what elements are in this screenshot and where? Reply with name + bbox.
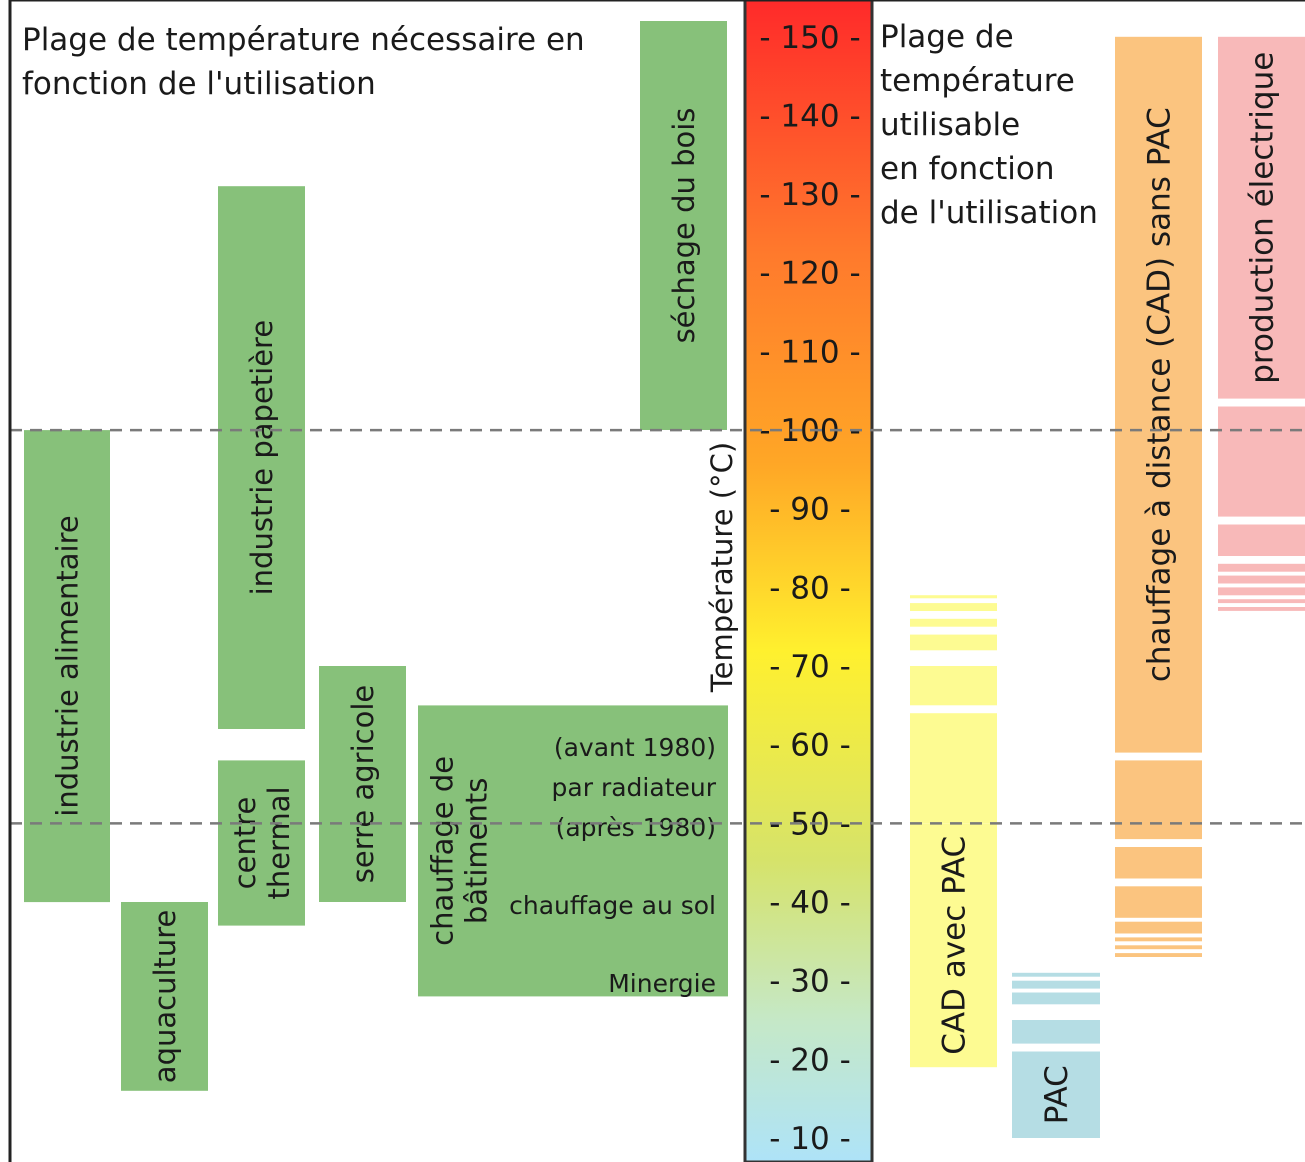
tick-label-80: - 80 - bbox=[769, 570, 851, 606]
chauffage-a-distance-cad-sans-pac-segment-3 bbox=[1115, 937, 1202, 942]
tick-labels: - 150 -- 140 -- 130 -- 120 -- 110 -- 100… bbox=[759, 20, 860, 1157]
chauffage-de-batiments-need: chauffage de bâtiments bbox=[418, 705, 728, 997]
pac-range: PAC bbox=[1012, 972, 1100, 1138]
production-electrique-segment-6 bbox=[1218, 524, 1305, 556]
chauffage-a-distance-cad-sans-pac-segment-8 bbox=[1115, 36, 1202, 753]
chauffage-a-distance-cad-sans-pac-range: chauffage à distance (CAD) sans PAC bbox=[1115, 36, 1202, 957]
chauffage-de-batiments-label-1: chauffage de bbox=[425, 756, 459, 946]
tick-label-40: - 40 - bbox=[769, 885, 851, 921]
aquaculture-bar bbox=[121, 902, 208, 1091]
production-electrique-segment-3 bbox=[1218, 587, 1305, 596]
chauffage-a-distance-cad-sans-pac-segment-1 bbox=[1115, 953, 1202, 957]
note-before-1980: (avant 1980) bbox=[554, 733, 716, 762]
pac-segment-2 bbox=[1012, 1020, 1100, 1044]
cad-avec-pac-segment-1 bbox=[910, 823, 997, 1068]
production-electrique-segment-2 bbox=[1218, 599, 1305, 604]
tick-label-70: - 70 - bbox=[769, 649, 851, 685]
pac-segment-4 bbox=[1012, 980, 1100, 989]
left-title-line-2: fonction de l'utilisation bbox=[22, 66, 376, 102]
aquaculture-need: aquaculture bbox=[121, 902, 208, 1091]
pac-label: PAC bbox=[1039, 1065, 1075, 1124]
industrie-papetiere-bar bbox=[218, 186, 305, 729]
serre-agricole-label: serre agricole bbox=[346, 685, 380, 883]
needs-layer: industrie alimentaire aquaculture industri… bbox=[24, 21, 728, 1091]
production-electrique-label: production électrique bbox=[1245, 52, 1281, 384]
tick-label-30: - 30 - bbox=[769, 964, 851, 1000]
note-minergie: Minergie bbox=[608, 969, 716, 998]
tick-label-60: - 60 - bbox=[769, 728, 851, 764]
tick-label-20: - 20 - bbox=[769, 1042, 851, 1078]
industrie-papetiere-label: industrie papetière bbox=[245, 320, 279, 596]
cad-avec-pac-segment-3 bbox=[910, 666, 997, 706]
cad-avec-pac-segment-2 bbox=[910, 713, 997, 824]
reference-lines bbox=[10, 428, 1305, 825]
right-title-line-4: en fonction bbox=[880, 151, 1055, 187]
production-electrique-segment-1 bbox=[1218, 607, 1305, 611]
centre-thermal-bar bbox=[218, 760, 305, 926]
left-title-line-1: Plage de température nécessaire en bbox=[22, 22, 585, 58]
industrie-alimentaire-need: industrie alimentaire bbox=[24, 430, 110, 903]
chauffage-a-distance-cad-sans-pac-segment-4 bbox=[1115, 921, 1202, 934]
sechage-du-bois-label: séchage du bois bbox=[667, 108, 701, 344]
pac-segment-5 bbox=[1012, 972, 1100, 977]
chauffage-de-batiments-bar bbox=[418, 705, 728, 997]
centre-thermal-label-1: centre bbox=[228, 797, 262, 890]
note-radiator: par radiateur bbox=[552, 773, 717, 802]
tick-label-90: - 90 - bbox=[769, 492, 851, 528]
industrie-papetiere-need: industrie papetière bbox=[218, 186, 305, 729]
sechage-du-bois-bar bbox=[640, 21, 727, 430]
cad-avec-pac-segment-7 bbox=[910, 595, 997, 599]
right-title-line-2: température bbox=[880, 63, 1075, 99]
production-electrique-segment-5 bbox=[1218, 563, 1305, 572]
production-electrique-segment-4 bbox=[1218, 575, 1305, 584]
industrie-alimentaire-label: industrie alimentaire bbox=[50, 515, 84, 816]
right-title-line-1: Plage de bbox=[880, 19, 1014, 55]
uses-layer: CAD avec PAC PAC chauffage à distance (CAD… bbox=[910, 36, 1305, 1138]
note-after-1980: (après 1980) bbox=[556, 813, 716, 842]
centre-thermal-label-2: thermal bbox=[262, 786, 296, 899]
tick-label-110: - 110 - bbox=[759, 334, 860, 370]
tick-label-130: - 130 - bbox=[759, 177, 860, 213]
production-electrique-segment-8 bbox=[1218, 36, 1305, 399]
production-electrique-range: production électrique bbox=[1218, 36, 1305, 611]
temperature-gradient-bar bbox=[743, 0, 874, 1162]
right-title-line-5: de l'utilisation bbox=[880, 195, 1098, 231]
pac-segment-1 bbox=[1012, 1051, 1100, 1138]
pac-segment-3 bbox=[1012, 992, 1100, 1005]
cad-avec-pac-range: CAD avec PAC bbox=[910, 595, 997, 1068]
chauffage-a-distance-cad-sans-pac-segment-7 bbox=[1115, 760, 1202, 840]
cad-avec-pac-label: CAD avec PAC bbox=[937, 836, 973, 1055]
serre-agricole-need: serre agricole bbox=[319, 666, 406, 902]
tick-label-120: - 120 - bbox=[759, 256, 860, 292]
chauffage-a-distance-cad-sans-pac-segment-5 bbox=[1115, 886, 1202, 918]
cad-avec-pac-segment-6 bbox=[910, 603, 997, 611]
right-title-line-3: utilisable bbox=[880, 107, 1020, 143]
axis-label: Température (°C) bbox=[705, 442, 739, 693]
cad-avec-pac-segment-4 bbox=[910, 634, 997, 651]
serre-agricole-bar bbox=[319, 666, 406, 902]
chauffage-de-batiments-label-2: bâtiments bbox=[460, 778, 494, 925]
chauffage-a-distance-cad-sans-pac-label: chauffage à distance (CAD) sans PAC bbox=[1142, 107, 1178, 682]
tick-label-10: - 10 - bbox=[769, 1121, 851, 1157]
tick-label-140: - 140 - bbox=[759, 98, 860, 134]
left-title: Plage de température nécessaire en fonct… bbox=[22, 22, 585, 102]
cad-avec-pac-segment-5 bbox=[910, 618, 997, 627]
sechage-du-bois-need: séchage du bois bbox=[640, 21, 727, 430]
frame bbox=[8, 0, 1305, 1162]
centre-thermal-need: centre thermal bbox=[218, 760, 305, 926]
temperature-scale: - 150 -- 140 -- 130 -- 120 -- 110 -- 100… bbox=[705, 0, 874, 1162]
tick-label-150: - 150 - bbox=[759, 20, 860, 56]
note-floor-heating: chauffage au sol bbox=[509, 891, 716, 920]
building-heating-notes: (avant 1980) par radiateur (après 1980) … bbox=[509, 733, 717, 998]
aquaculture-label: aquaculture bbox=[148, 910, 182, 1084]
chauffage-a-distance-cad-sans-pac-segment-6 bbox=[1115, 847, 1202, 879]
production-electrique-segment-7 bbox=[1218, 406, 1305, 517]
right-title: Plage de température utilisable en fonct… bbox=[880, 19, 1098, 231]
chauffage-a-distance-cad-sans-pac-segment-2 bbox=[1115, 945, 1202, 950]
